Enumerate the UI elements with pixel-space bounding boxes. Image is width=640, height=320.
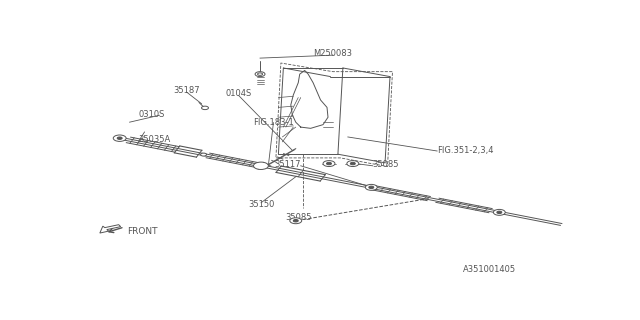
Text: 35117: 35117 — [274, 160, 301, 169]
Circle shape — [369, 186, 374, 188]
Text: 35085: 35085 — [285, 212, 312, 221]
Circle shape — [365, 184, 377, 190]
Circle shape — [253, 162, 268, 170]
Text: A351001405: A351001405 — [463, 265, 516, 274]
Circle shape — [347, 161, 359, 166]
Text: 35187: 35187 — [173, 86, 200, 95]
Circle shape — [202, 106, 209, 110]
Circle shape — [493, 209, 505, 215]
Text: M250083: M250083 — [314, 49, 353, 58]
Circle shape — [257, 73, 262, 76]
Text: 35150: 35150 — [248, 200, 274, 209]
Circle shape — [255, 72, 265, 76]
Text: FRONT: FRONT — [127, 227, 157, 236]
Circle shape — [350, 162, 355, 165]
Text: FIG.183-1: FIG.183-1 — [253, 118, 294, 127]
Text: FIG.351-2,3,4: FIG.351-2,3,4 — [437, 146, 493, 155]
Circle shape — [200, 153, 207, 156]
Text: 0310S: 0310S — [138, 110, 165, 119]
Circle shape — [290, 218, 301, 224]
Circle shape — [323, 161, 335, 166]
Text: 35085: 35085 — [372, 160, 399, 169]
Circle shape — [117, 137, 122, 140]
Circle shape — [326, 162, 332, 165]
Polygon shape — [100, 225, 121, 233]
Circle shape — [113, 135, 126, 141]
Circle shape — [293, 220, 298, 222]
Circle shape — [497, 211, 502, 213]
Text: 0104S: 0104S — [225, 89, 252, 98]
Text: 35035A: 35035A — [138, 135, 171, 144]
